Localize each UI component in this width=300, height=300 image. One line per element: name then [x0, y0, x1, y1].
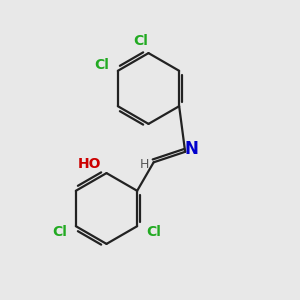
Text: HO: HO [77, 157, 101, 171]
Text: Cl: Cl [94, 58, 109, 72]
Text: Cl: Cl [134, 34, 148, 48]
Text: H: H [140, 158, 149, 171]
Text: Cl: Cl [52, 225, 67, 238]
Text: N: N [185, 140, 199, 158]
Text: Cl: Cl [146, 225, 161, 238]
